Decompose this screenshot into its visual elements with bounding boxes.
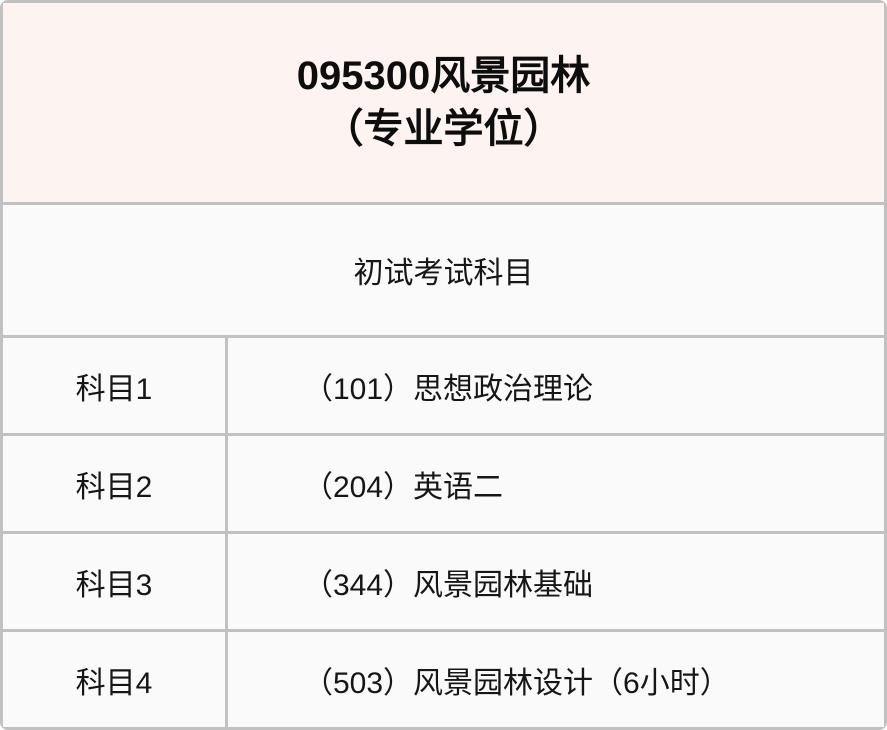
- program-title-line1: 095300风景园林: [296, 53, 591, 98]
- table-row: 科目2 （204）英语二: [3, 436, 884, 531]
- program-title-line2: （专业学位）: [323, 106, 564, 151]
- table-row: 科目4 （503）风景园林设计（6小时）: [3, 632, 884, 727]
- subject-label: 科目4: [3, 632, 225, 727]
- subject-value: （101）思想政治理论: [228, 338, 884, 433]
- table-row: 科目3 （344）风景园林基础: [3, 534, 884, 629]
- subject-value: （344）风景园林基础: [228, 534, 884, 629]
- section-header-cell: 初试考试科目: [3, 205, 884, 335]
- subject-label: 科目1: [3, 338, 225, 433]
- subject-label: 科目3: [3, 534, 225, 629]
- program-title-row: 095300风景园林 （专业学位）: [3, 3, 884, 202]
- subject-value: （503）风景园林设计（6小时）: [228, 632, 884, 727]
- subject-label: 科目2: [3, 436, 225, 531]
- subject-value: （204）英语二: [228, 436, 884, 531]
- section-header-row: 初试考试科目: [3, 205, 884, 335]
- table-row: 科目1 （101）思想政治理论: [3, 338, 884, 433]
- program-title-cell: 095300风景园林 （专业学位）: [3, 3, 884, 202]
